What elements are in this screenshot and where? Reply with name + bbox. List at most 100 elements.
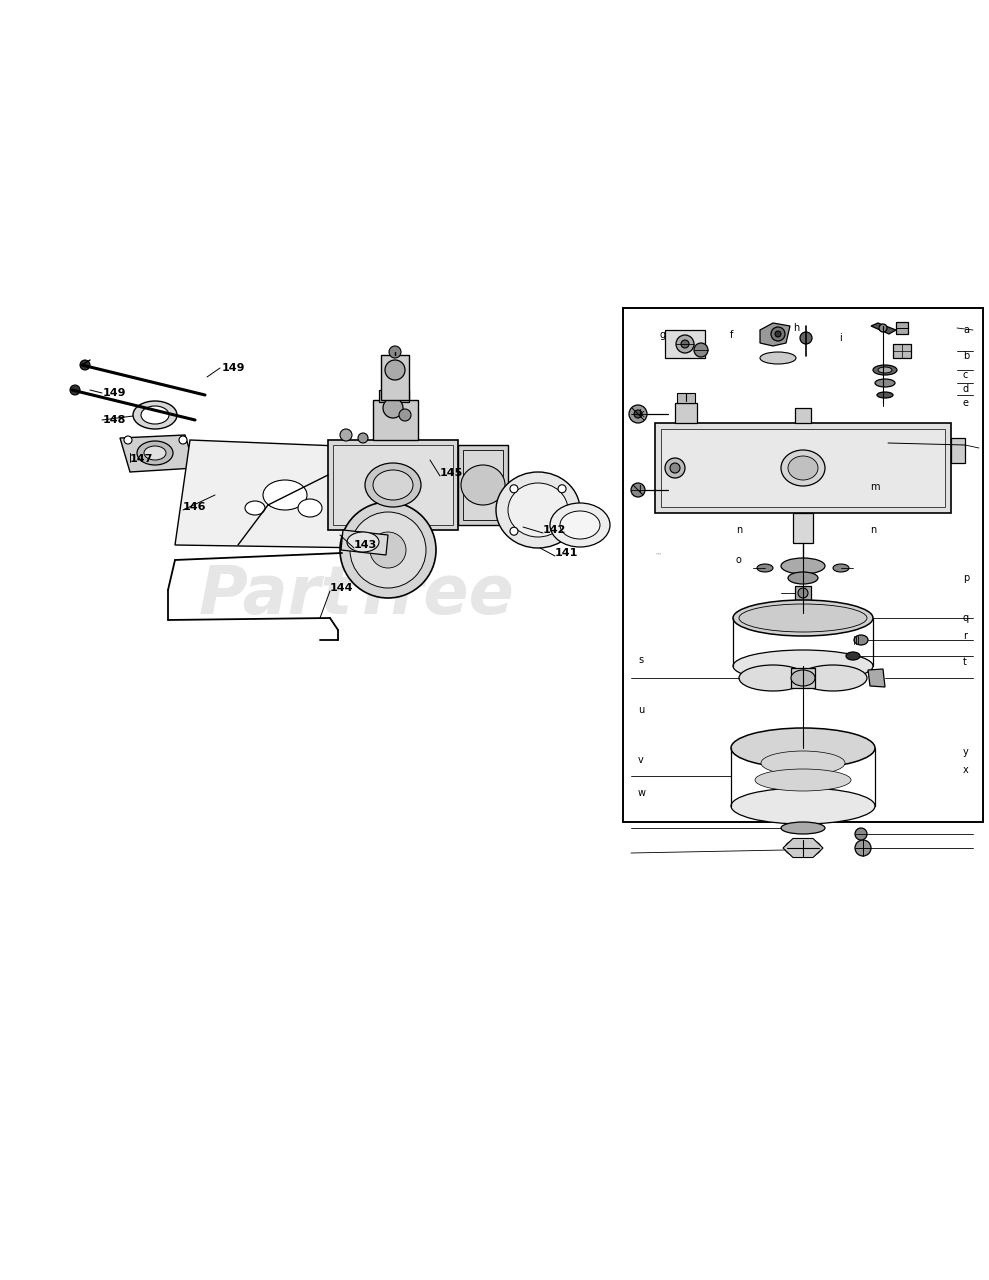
Ellipse shape — [137, 442, 173, 465]
Ellipse shape — [560, 511, 600, 539]
Bar — [623, 308, 983, 822]
Ellipse shape — [799, 666, 867, 691]
Circle shape — [510, 485, 518, 493]
Bar — [795, 586, 811, 600]
Circle shape — [558, 527, 566, 535]
Text: 149: 149 — [103, 388, 127, 398]
Circle shape — [855, 828, 867, 840]
Text: b: b — [963, 351, 969, 361]
Text: d: d — [963, 384, 969, 394]
Ellipse shape — [347, 532, 379, 552]
Circle shape — [665, 458, 685, 477]
Ellipse shape — [791, 669, 815, 686]
Bar — [328, 440, 458, 530]
Text: 146: 146 — [183, 502, 207, 512]
Ellipse shape — [508, 483, 568, 538]
Text: q: q — [963, 613, 969, 623]
Text: t: t — [963, 657, 967, 667]
Bar — [795, 408, 811, 422]
Ellipse shape — [731, 788, 875, 824]
Text: ™: ™ — [655, 552, 662, 558]
Ellipse shape — [373, 470, 413, 500]
Circle shape — [385, 360, 405, 380]
Text: 147: 147 — [130, 454, 153, 465]
Circle shape — [694, 343, 708, 357]
Ellipse shape — [846, 652, 860, 660]
Ellipse shape — [760, 352, 796, 364]
Bar — [661, 429, 945, 507]
Circle shape — [70, 385, 80, 396]
Polygon shape — [893, 344, 911, 358]
Ellipse shape — [550, 503, 610, 547]
Circle shape — [631, 483, 645, 497]
Ellipse shape — [496, 472, 580, 548]
Bar — [379, 390, 409, 402]
Polygon shape — [760, 323, 790, 346]
Circle shape — [855, 840, 871, 856]
Ellipse shape — [788, 456, 818, 480]
Circle shape — [340, 502, 436, 598]
Circle shape — [124, 436, 132, 444]
Text: a: a — [963, 325, 969, 335]
Ellipse shape — [365, 463, 421, 507]
Bar — [333, 445, 453, 525]
Bar — [675, 403, 697, 422]
Circle shape — [80, 360, 90, 370]
Circle shape — [879, 324, 887, 332]
Ellipse shape — [757, 564, 773, 572]
Ellipse shape — [298, 499, 322, 517]
Polygon shape — [896, 323, 908, 334]
Circle shape — [771, 326, 785, 340]
Text: 144: 144 — [330, 582, 353, 593]
Polygon shape — [783, 838, 823, 858]
Text: f: f — [730, 330, 734, 340]
Text: u: u — [638, 705, 644, 716]
Circle shape — [634, 410, 642, 419]
Text: l: l — [638, 485, 641, 495]
Bar — [373, 401, 418, 440]
Ellipse shape — [733, 650, 873, 682]
Text: g: g — [660, 330, 667, 340]
Ellipse shape — [144, 445, 166, 460]
Text: 141: 141 — [555, 548, 579, 558]
Ellipse shape — [133, 401, 177, 429]
Ellipse shape — [781, 558, 825, 573]
Ellipse shape — [873, 365, 897, 375]
Ellipse shape — [731, 728, 875, 768]
Text: 149: 149 — [222, 364, 245, 372]
Circle shape — [775, 332, 781, 337]
Ellipse shape — [788, 572, 818, 584]
Text: h: h — [793, 323, 799, 333]
Ellipse shape — [755, 769, 851, 791]
Ellipse shape — [854, 635, 868, 645]
Text: i: i — [839, 333, 842, 343]
Text: PartTree: PartTree — [198, 562, 514, 628]
Text: n: n — [870, 525, 876, 535]
Text: 148: 148 — [103, 415, 127, 425]
Polygon shape — [341, 530, 388, 556]
Bar — [677, 393, 695, 403]
Ellipse shape — [878, 367, 892, 372]
Text: v: v — [638, 755, 644, 765]
Text: 142: 142 — [543, 525, 567, 535]
Ellipse shape — [141, 406, 169, 424]
Ellipse shape — [739, 666, 807, 691]
Bar — [381, 355, 409, 401]
Circle shape — [800, 332, 812, 344]
Bar — [793, 513, 813, 543]
Text: 145: 145 — [440, 468, 463, 477]
Polygon shape — [868, 669, 885, 687]
Polygon shape — [175, 440, 388, 548]
Bar — [791, 668, 815, 689]
Ellipse shape — [781, 451, 825, 486]
Text: r: r — [963, 631, 967, 641]
Circle shape — [370, 532, 406, 568]
Circle shape — [558, 485, 566, 493]
Text: e: e — [963, 398, 969, 408]
Polygon shape — [871, 323, 896, 334]
Bar — [951, 438, 965, 463]
Ellipse shape — [739, 604, 867, 632]
Circle shape — [358, 433, 368, 443]
Circle shape — [389, 346, 401, 358]
Circle shape — [510, 527, 518, 535]
